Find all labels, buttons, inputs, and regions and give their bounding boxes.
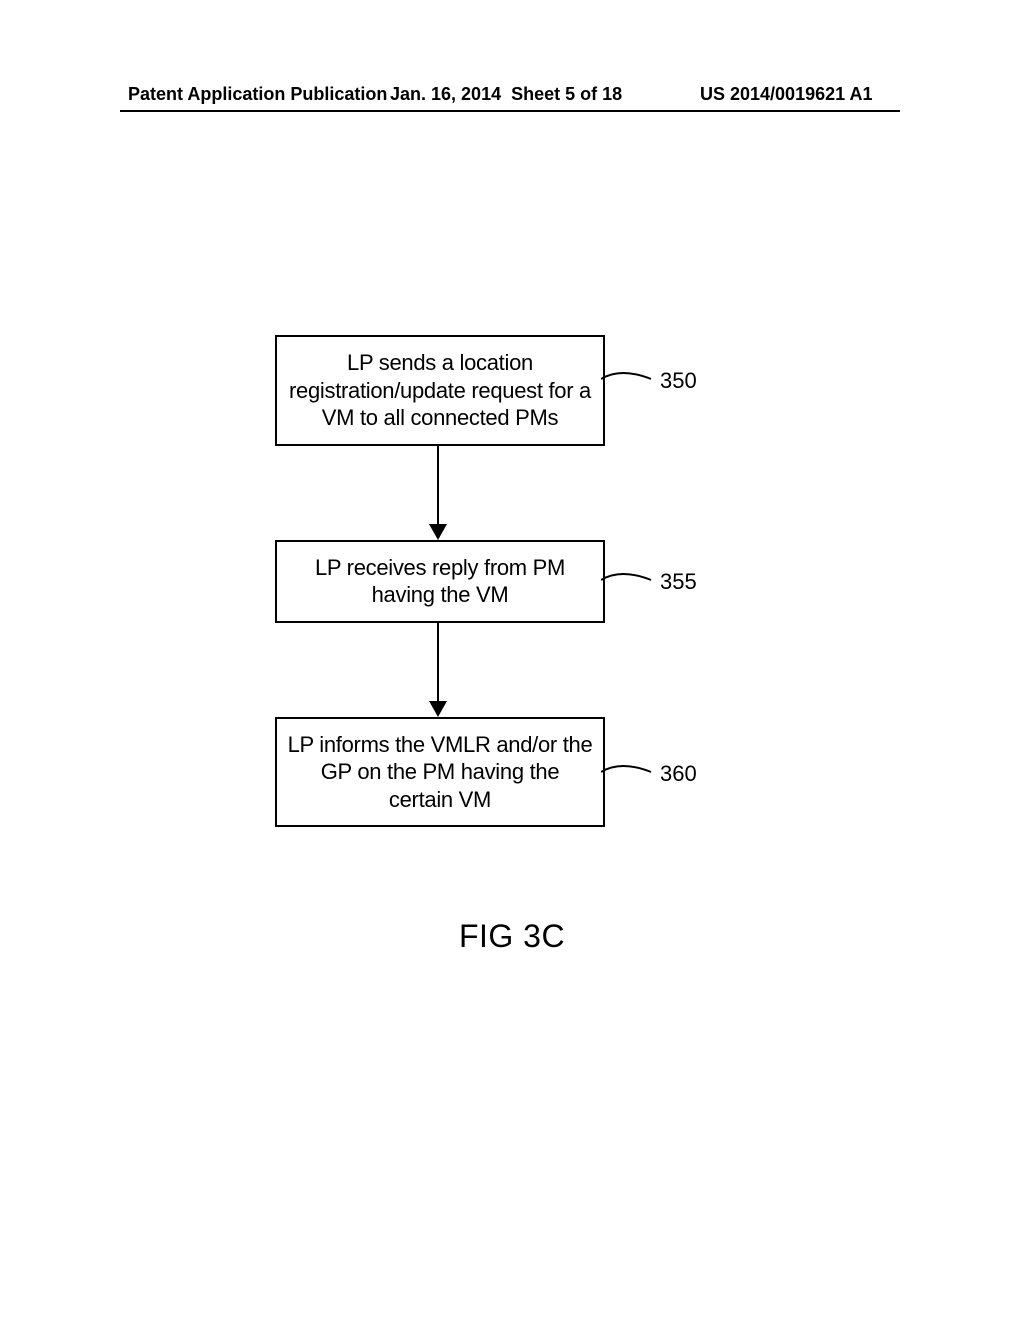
flow-step-355: LP receives reply from PM having the VM [275,540,605,623]
flow-step-360: LP informs the VMLR and/or the GP on the… [275,717,605,828]
leader-350 [601,365,661,393]
flow-arrow [275,446,601,540]
header-rule [120,110,900,112]
figure-caption: FIG 3C [0,918,1024,955]
flowchart: LP sends a location registration/update … [275,335,615,827]
page: Patent Application Publication Jan. 16, … [0,0,1024,1320]
leader-360 [601,758,661,786]
ref-360: 360 [660,761,697,787]
header-sheet: Sheet 5 of 18 [511,84,622,104]
ref-355: 355 [660,569,697,595]
flow-step-350: LP sends a location registration/update … [275,335,605,446]
leader-355 [601,566,661,594]
flow-arrow [275,623,601,717]
header-pubnum: US 2014/0019621 A1 [700,84,872,105]
header-date: Jan. 16, 2014 [390,84,501,104]
header-middle: Jan. 16, 2014 Sheet 5 of 18 [390,84,622,105]
header-left: Patent Application Publication [128,84,387,105]
ref-350: 350 [660,368,697,394]
